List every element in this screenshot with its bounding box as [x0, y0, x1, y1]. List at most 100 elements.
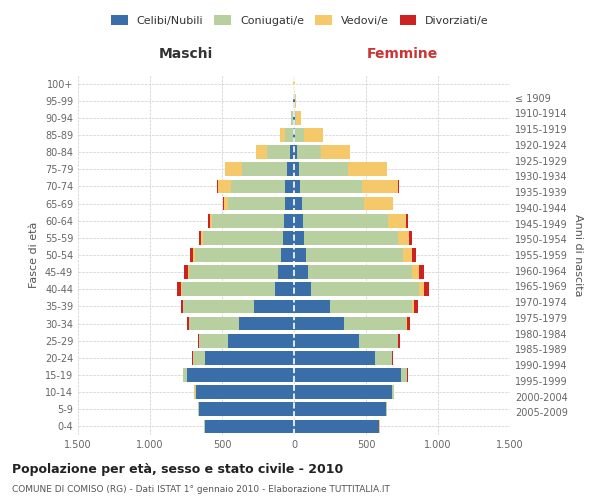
Bar: [419, 282, 424, 296]
Bar: [208, 214, 210, 228]
Bar: [414, 300, 418, 314]
Bar: [230, 180, 286, 194]
Bar: [254, 300, 294, 314]
Bar: [242, 162, 287, 176]
Bar: [412, 248, 416, 262]
Bar: [296, 146, 321, 159]
Bar: [187, 368, 294, 382]
Bar: [198, 402, 199, 416]
Bar: [201, 231, 203, 244]
Bar: [398, 231, 409, 244]
Bar: [181, 282, 182, 296]
Bar: [193, 351, 205, 364]
Bar: [286, 180, 294, 194]
Bar: [278, 266, 294, 279]
Bar: [294, 180, 301, 194]
Bar: [424, 282, 428, 296]
Bar: [409, 231, 412, 244]
Bar: [294, 128, 295, 142]
Bar: [398, 334, 400, 347]
Bar: [198, 334, 199, 347]
Bar: [311, 282, 419, 296]
Bar: [294, 351, 374, 364]
Bar: [392, 196, 394, 210]
Bar: [210, 214, 212, 228]
Bar: [398, 180, 399, 194]
Bar: [225, 162, 242, 176]
Bar: [294, 111, 295, 124]
Bar: [294, 334, 359, 347]
Bar: [362, 180, 398, 194]
Bar: [284, 196, 294, 210]
Bar: [294, 266, 308, 279]
Bar: [205, 351, 294, 364]
Bar: [182, 282, 275, 296]
Bar: [275, 282, 294, 296]
Bar: [295, 111, 296, 124]
Bar: [284, 128, 293, 142]
Bar: [302, 196, 364, 210]
Bar: [189, 266, 278, 279]
Bar: [401, 368, 407, 382]
Legend: Celibi/Nubili, Coniugati/e, Vedovi/e, Divorziati/e: Celibi/Nubili, Coniugati/e, Vedovi/e, Di…: [107, 10, 493, 30]
Text: Maschi: Maschi: [159, 46, 213, 60]
Bar: [388, 214, 406, 228]
Bar: [294, 368, 401, 382]
Bar: [301, 180, 362, 194]
Bar: [386, 402, 387, 416]
Y-axis label: Anni di nascita: Anni di nascita: [573, 214, 583, 296]
Bar: [407, 316, 410, 330]
Bar: [187, 316, 188, 330]
Y-axis label: Fasce di età: Fasce di età: [29, 222, 39, 288]
Text: Femmine: Femmine: [367, 46, 437, 60]
Bar: [295, 94, 296, 108]
Bar: [194, 248, 281, 262]
Bar: [203, 231, 283, 244]
Bar: [280, 128, 284, 142]
Bar: [294, 386, 392, 399]
Bar: [344, 316, 406, 330]
Bar: [359, 334, 398, 347]
Bar: [196, 386, 294, 399]
Bar: [292, 111, 293, 124]
Text: COMUNE DI COMISO (RG) - Dati ISTAT 1° gennaio 2010 - Elaborazione TUTTITALIA.IT: COMUNE DI COMISO (RG) - Dati ISTAT 1° ge…: [12, 485, 390, 494]
Bar: [308, 266, 412, 279]
Bar: [283, 231, 294, 244]
Bar: [293, 111, 294, 124]
Bar: [294, 282, 311, 296]
Bar: [294, 231, 304, 244]
Bar: [190, 248, 193, 262]
Bar: [181, 300, 182, 314]
Bar: [205, 420, 294, 434]
Bar: [223, 196, 224, 210]
Bar: [239, 316, 294, 330]
Bar: [281, 248, 294, 262]
Bar: [294, 316, 344, 330]
Bar: [406, 214, 408, 228]
Bar: [419, 266, 424, 279]
Bar: [294, 300, 330, 314]
Bar: [294, 402, 386, 416]
Bar: [348, 162, 387, 176]
Bar: [299, 162, 348, 176]
Bar: [217, 180, 218, 194]
Bar: [294, 196, 302, 210]
Bar: [176, 282, 181, 296]
Bar: [294, 420, 379, 434]
Bar: [229, 196, 284, 210]
Bar: [194, 386, 196, 399]
Bar: [412, 266, 419, 279]
Bar: [412, 300, 414, 314]
Bar: [218, 180, 230, 194]
Bar: [199, 231, 201, 244]
Bar: [199, 334, 228, 347]
Bar: [268, 146, 290, 159]
Bar: [321, 146, 350, 159]
Bar: [296, 111, 301, 124]
Bar: [364, 196, 392, 210]
Bar: [256, 146, 268, 159]
Text: Popolazione per età, sesso e stato civile - 2010: Popolazione per età, sesso e stato civil…: [12, 462, 343, 475]
Bar: [305, 248, 403, 262]
Bar: [374, 351, 392, 364]
Bar: [228, 334, 294, 347]
